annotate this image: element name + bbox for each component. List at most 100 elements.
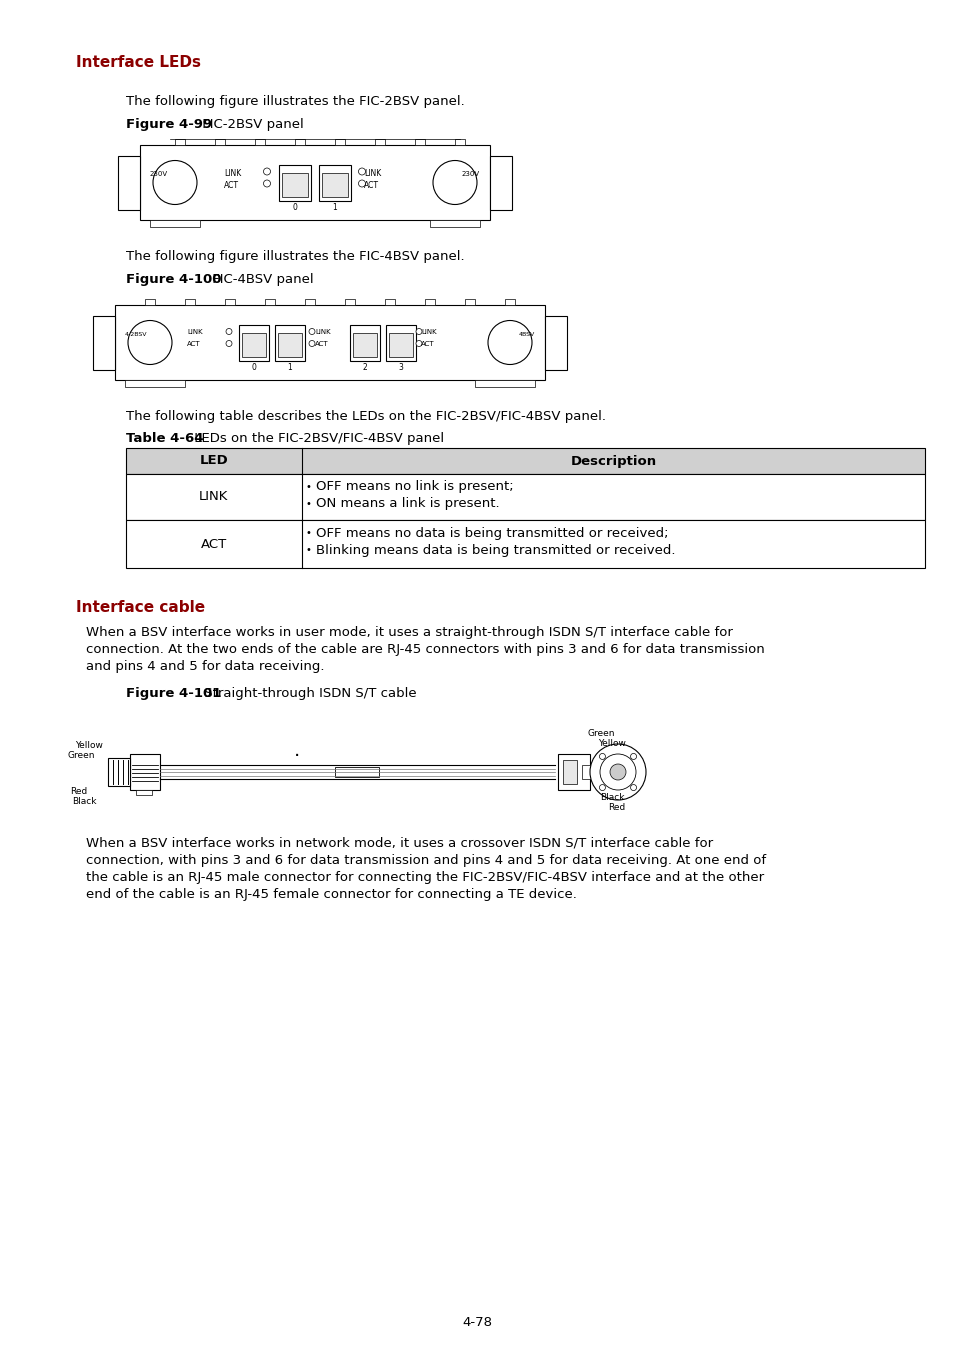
Text: 4-78: 4-78 <box>461 1315 492 1328</box>
Bar <box>386 324 416 360</box>
Text: LED: LED <box>199 455 228 467</box>
Text: Interface LEDs: Interface LEDs <box>76 55 201 70</box>
Circle shape <box>488 320 532 364</box>
Text: ACT: ACT <box>200 537 227 551</box>
Text: LINK: LINK <box>187 328 202 335</box>
Text: Figure 4-100: Figure 4-100 <box>126 273 221 286</box>
Bar <box>424 298 435 305</box>
Circle shape <box>598 784 605 791</box>
Bar <box>174 139 185 144</box>
Bar <box>375 139 385 144</box>
Circle shape <box>263 167 271 176</box>
Text: end of the cable is an RJ-45 female connector for connecting a TE device.: end of the cable is an RJ-45 female conn… <box>86 888 577 900</box>
Text: Interface cable: Interface cable <box>76 599 205 616</box>
Bar <box>305 298 314 305</box>
Text: OFF means no link is present;: OFF means no link is present; <box>315 481 513 493</box>
Bar <box>318 165 351 201</box>
Text: The following figure illustrates the FIC-2BSV panel.: The following figure illustrates the FIC… <box>126 95 464 108</box>
Circle shape <box>630 753 636 760</box>
Text: LINK: LINK <box>314 328 331 335</box>
Bar <box>185 298 194 305</box>
Text: Blinking means data is being transmitted or received.: Blinking means data is being transmitted… <box>315 544 675 558</box>
Text: 4-2BSV: 4-2BSV <box>125 332 148 338</box>
Bar <box>345 298 355 305</box>
Text: ACT: ACT <box>314 340 328 347</box>
Text: Description: Description <box>570 455 656 467</box>
Bar <box>126 448 924 474</box>
Bar <box>415 139 424 144</box>
Circle shape <box>599 755 636 790</box>
Bar <box>504 298 515 305</box>
Text: •: • <box>306 482 312 491</box>
Text: Green: Green <box>587 729 615 738</box>
Text: 230V: 230V <box>150 171 168 177</box>
Circle shape <box>226 328 232 335</box>
Circle shape <box>358 180 365 188</box>
Circle shape <box>630 784 636 791</box>
Bar <box>92 316 115 370</box>
Text: FIC-2BSV panel: FIC-2BSV panel <box>198 117 303 131</box>
Text: Red: Red <box>607 803 624 813</box>
Text: 3: 3 <box>398 363 403 373</box>
Text: and pins 4 and 5 for data receiving.: and pins 4 and 5 for data receiving. <box>86 660 324 674</box>
Text: Black: Black <box>71 798 96 806</box>
Text: Yellow: Yellow <box>75 741 103 751</box>
Bar <box>322 173 348 197</box>
Text: When a BSV interface works in network mode, it uses a crossover ISDN S/T interfa: When a BSV interface works in network mo… <box>86 837 713 850</box>
Text: LINK: LINK <box>224 169 241 177</box>
Bar <box>335 139 345 144</box>
Text: ACT: ACT <box>420 340 435 347</box>
Text: The following figure illustrates the FIC-4BSV panel.: The following figure illustrates the FIC… <box>126 250 464 263</box>
Text: Straight-through ISDN S/T cable: Straight-through ISDN S/T cable <box>200 687 416 701</box>
Text: connection. At the two ends of the cable are RJ-45 connectors with pins 3 and 6 : connection. At the two ends of the cable… <box>86 643 764 656</box>
Bar <box>136 790 152 795</box>
Circle shape <box>128 320 172 364</box>
Text: Green: Green <box>68 752 95 760</box>
Bar <box>239 324 269 360</box>
Bar <box>350 324 379 360</box>
Text: ·: · <box>294 747 300 765</box>
Text: 0: 0 <box>293 204 297 212</box>
Bar <box>125 379 185 387</box>
Bar <box>430 220 479 227</box>
Bar <box>274 324 305 360</box>
Circle shape <box>416 340 421 347</box>
Bar <box>225 298 234 305</box>
Text: LEDs on the FIC-2BSV/FIC-4BSV panel: LEDs on the FIC-2BSV/FIC-4BSV panel <box>190 432 444 446</box>
Text: Black: Black <box>599 794 624 802</box>
Text: ON means a link is present.: ON means a link is present. <box>315 497 498 510</box>
Bar <box>108 757 130 786</box>
Text: •: • <box>306 545 312 555</box>
Bar <box>581 765 594 779</box>
Bar <box>140 144 490 220</box>
Text: The following table describes the LEDs on the FIC-2BSV/FIC-4BSV panel.: The following table describes the LEDs o… <box>126 410 605 423</box>
Bar <box>115 305 544 379</box>
Bar <box>294 139 305 144</box>
Bar <box>562 760 577 784</box>
Bar <box>278 165 311 201</box>
Text: 1: 1 <box>287 363 292 373</box>
Bar <box>385 298 395 305</box>
Text: 0: 0 <box>252 363 256 373</box>
Bar <box>490 155 512 209</box>
Text: LINK: LINK <box>199 490 229 504</box>
Text: Figure 4-101: Figure 4-101 <box>126 687 221 701</box>
Bar <box>150 220 200 227</box>
Text: Figure 4-99: Figure 4-99 <box>126 117 212 131</box>
Bar <box>214 139 225 144</box>
Circle shape <box>309 328 314 335</box>
Text: 2: 2 <box>362 363 367 373</box>
Circle shape <box>589 744 645 801</box>
Bar <box>335 767 379 778</box>
Circle shape <box>152 161 196 204</box>
Text: When a BSV interface works in user mode, it uses a straight-through ISDN S/T int: When a BSV interface works in user mode,… <box>86 626 732 639</box>
Bar <box>475 379 535 387</box>
Text: Red: Red <box>70 787 87 796</box>
Circle shape <box>263 180 271 188</box>
Text: •: • <box>306 528 312 539</box>
Text: ACT: ACT <box>224 181 239 189</box>
Text: •: • <box>306 500 312 509</box>
Bar <box>544 316 566 370</box>
Text: 230V: 230V <box>461 171 479 177</box>
Bar <box>254 139 265 144</box>
